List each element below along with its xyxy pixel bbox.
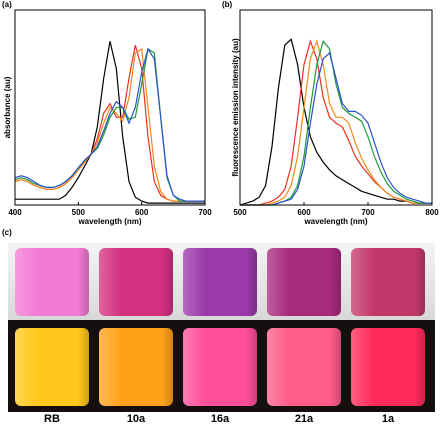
x-tick-label: 700 (198, 208, 212, 217)
spectrum-line (14, 47, 205, 202)
plot-frame (14, 9, 206, 206)
vial-bottom-shine (351, 328, 425, 406)
panel-label: (c) (2, 228, 12, 237)
spectrum-line (240, 39, 432, 206)
vial-top-shine (15, 248, 89, 316)
x-tick-label: 400 (8, 208, 22, 217)
x-tick-label: 600 (135, 208, 149, 217)
panel-label: (b) (222, 0, 233, 9)
sample-label: 1a (382, 413, 395, 425)
x-tick-label: 600 (297, 208, 311, 217)
x-tick-label: 500 (72, 208, 86, 217)
spectrum-line (240, 51, 432, 206)
sample-label: 10a (127, 413, 146, 425)
x-axis-label: wavelength (nm) (303, 217, 367, 226)
vial-bottom-shine (267, 328, 341, 406)
y-axis-label: absorbance (au) (3, 76, 12, 138)
y-axis-label: fluorescence emission intensity (au) (231, 38, 240, 177)
vial-top-shine (351, 248, 425, 316)
sample-label: 16a (211, 413, 230, 425)
spectrum-line (15, 41, 205, 204)
spectrum-line (14, 48, 205, 202)
spectrum-line (240, 39, 432, 206)
x-axis-label: wavelength (nm) (77, 217, 141, 226)
spectrum-line (14, 44, 205, 202)
vial-bottom-shine (15, 328, 89, 406)
plot-frame (239, 9, 433, 206)
x-tick-label: 800 (425, 208, 439, 217)
vial-top-shine (183, 248, 257, 316)
vial-top-shine (99, 248, 173, 316)
spectrum-line (14, 47, 205, 202)
x-tick-label: 500 (233, 208, 247, 217)
vial-bottom-shine (99, 328, 173, 406)
vial-bottom-shine (183, 328, 257, 406)
sample-label: RB (44, 413, 60, 425)
panel-label: (a) (2, 0, 12, 9)
spectrum-line (239, 38, 432, 206)
sample-label: 21a (295, 413, 314, 425)
vial-top-shine (267, 248, 341, 316)
x-tick-label: 700 (361, 208, 375, 217)
